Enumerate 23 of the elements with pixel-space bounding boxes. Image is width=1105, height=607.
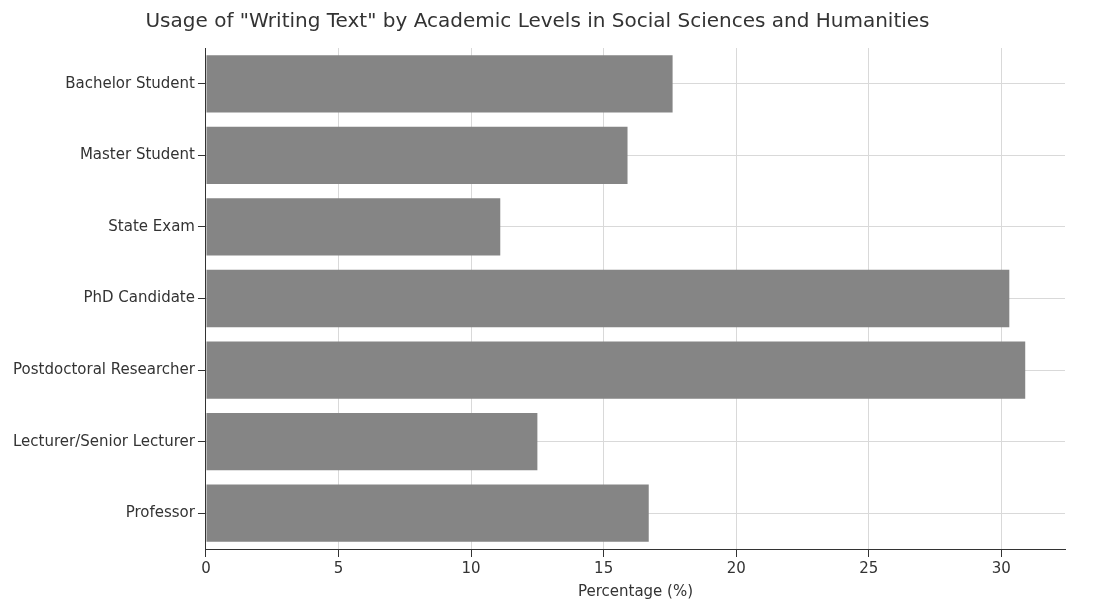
x-tick-label: 10 — [461, 558, 481, 577]
bar — [206, 341, 1026, 399]
x-tick-label: 20 — [726, 558, 746, 577]
x-axis-title: Percentage (%) — [577, 581, 694, 600]
bar — [206, 269, 1010, 328]
bar — [206, 126, 628, 184]
y-tick-label: PhD Candidate — [83, 288, 195, 307]
y-tick-label: State Exam — [108, 216, 195, 235]
x-tick-label: 30 — [991, 558, 1011, 577]
y-tick-label: Bachelor Student — [65, 73, 196, 92]
y-tick-label: Master Student — [79, 145, 196, 164]
bar — [206, 55, 673, 113]
y-tick-label: Lecturer/Senior Lecturer — [12, 431, 196, 450]
chart-title: Usage of "Writing Text" by Academic Levels in Social Sciences and Humanities — [145, 8, 930, 33]
y-tick-label: Professor — [125, 503, 196, 522]
x-tick-label: 15 — [594, 558, 614, 577]
bar — [206, 413, 538, 471]
x-tick-label: 5 — [333, 558, 344, 577]
x-tick-label: 25 — [859, 558, 879, 577]
bar — [206, 484, 649, 542]
y-tick-label: Postdoctoral Researcher — [13, 359, 196, 378]
x-tick-label: 0 — [201, 558, 211, 577]
bar — [206, 198, 501, 256]
